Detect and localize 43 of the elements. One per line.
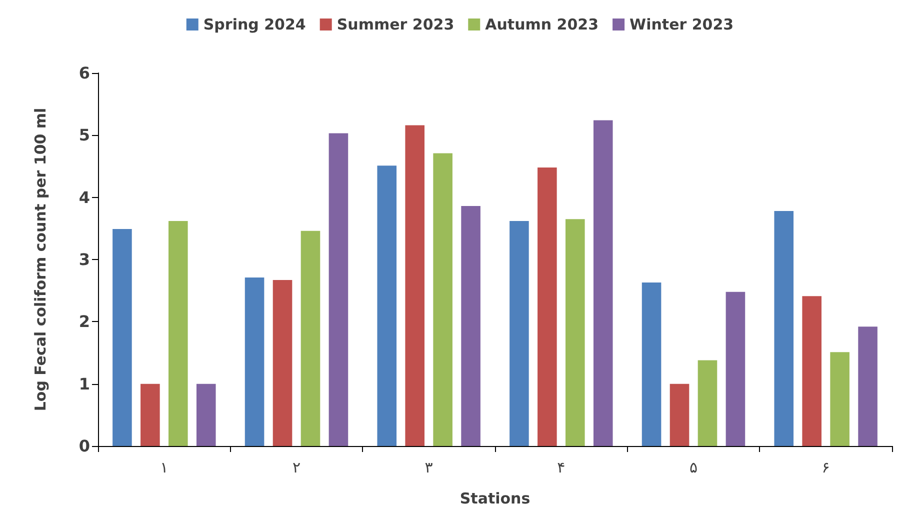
bar <box>405 125 424 446</box>
x-tick-label: ۱ <box>160 458 168 476</box>
bar <box>244 278 264 446</box>
bar <box>670 384 690 446</box>
bar <box>642 282 662 446</box>
bar <box>830 352 850 446</box>
bar <box>698 360 718 446</box>
x-tick-label: ۳ <box>424 458 433 476</box>
y-tick-label: 0 <box>78 436 90 456</box>
bar <box>433 153 452 446</box>
x-tick-label: ۵ <box>689 458 698 476</box>
bar <box>858 326 878 446</box>
bar <box>300 230 320 446</box>
bar <box>593 120 613 446</box>
bar <box>510 220 529 446</box>
bar <box>168 220 188 446</box>
y-tick-label: 2 <box>78 312 90 332</box>
bar <box>774 211 794 446</box>
x-tick-label: ۶ <box>822 458 830 476</box>
bar <box>196 384 216 446</box>
legend-label: Spring 2024 <box>203 16 306 34</box>
y-tick-label: 5 <box>78 126 90 145</box>
x-tick-label: ۲ <box>292 458 301 476</box>
bar <box>538 167 557 446</box>
y-tick-label: 4 <box>78 188 90 207</box>
bar <box>140 384 160 446</box>
y-tick-label: 3 <box>78 250 90 269</box>
bar <box>566 219 585 446</box>
x-axis-title: Stations <box>460 490 530 508</box>
bar <box>802 296 822 446</box>
y-tick-label: 6 <box>78 64 90 82</box>
bar <box>726 292 746 446</box>
legend-label: Autumn 2023 <box>485 16 599 34</box>
y-tick-label: 1 <box>78 374 90 394</box>
legend-label: Winter 2023 <box>630 16 734 34</box>
bar <box>328 133 348 446</box>
bar <box>112 229 132 446</box>
legend-label: Summer 2023 <box>336 16 454 34</box>
bar <box>272 280 292 446</box>
x-tick-label: ۴ <box>557 458 566 476</box>
bar <box>461 206 480 446</box>
bar <box>377 166 397 446</box>
y-axis-title: Log Fecal coliform count per 100 ml <box>32 108 50 412</box>
